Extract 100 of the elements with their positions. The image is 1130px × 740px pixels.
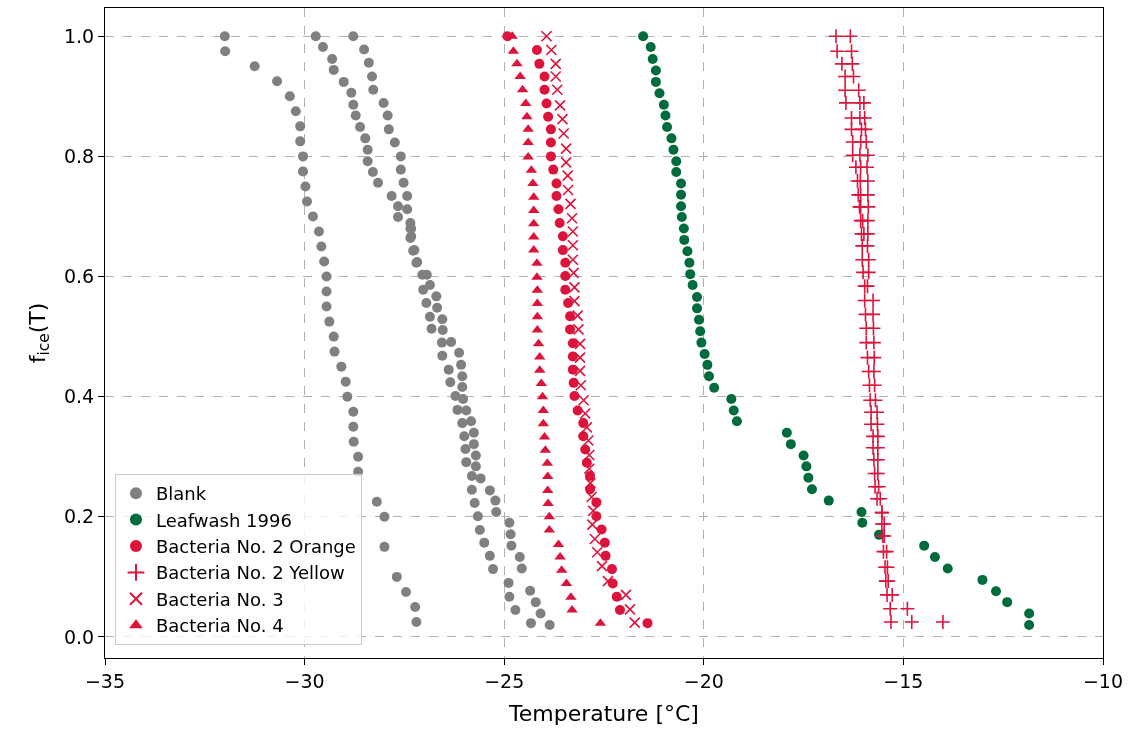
legend-label: Blank [155,483,207,505]
point [554,99,566,112]
point [585,470,596,481]
legend-label: Bacteria No. 3 [155,588,284,610]
point [589,533,601,545]
point [856,507,867,518]
legend-label: Bacteria No. 2 Yellow [155,562,345,584]
point [574,338,586,350]
point [554,218,565,229]
point [671,167,682,177]
point [919,540,930,551]
point [557,127,570,140]
point [563,297,574,308]
point [702,359,713,370]
point [687,279,698,290]
legend-label: Leafwash 1996 [155,509,292,531]
x-tick-label: −10 [1082,669,1124,692]
point [539,84,550,95]
point [857,517,868,528]
point [668,144,679,155]
point [801,461,812,472]
point [662,121,673,132]
y-tick-label: 1.0 [63,24,95,47]
point [781,427,792,438]
point [534,58,545,69]
point [803,472,814,483]
point [696,337,707,348]
point [596,560,608,572]
point [569,391,580,402]
point [541,98,552,109]
point [678,223,689,234]
point [798,450,809,461]
point [676,212,687,223]
point [565,311,576,322]
point [553,204,564,215]
point [685,269,696,280]
point [545,151,556,162]
point [543,111,554,122]
point [586,518,599,531]
point [522,137,534,146]
point [568,281,581,294]
point [671,156,682,167]
point [556,113,569,125]
x-axis-title: Temperature [°C] [508,700,699,726]
point [582,434,595,447]
point [579,407,592,420]
y-tick-label: 0.4 [63,385,95,408]
point [542,498,554,507]
point [726,394,737,405]
point [647,54,658,65]
point [642,618,653,629]
point [567,239,579,252]
point [638,31,649,42]
point [511,58,523,67]
point [568,377,579,388]
point [620,589,632,601]
y-tick-label: 0.6 [63,265,95,288]
point [567,253,579,266]
x-tick-label: −35 [84,669,126,692]
x-tick-label: −20 [683,669,724,692]
point [568,295,581,307]
point [545,124,556,135]
point [660,110,671,121]
point [728,405,739,416]
point [567,338,578,349]
point [521,111,533,120]
point [695,326,706,337]
point [942,563,953,574]
y-tick-label: 0.0 [63,625,95,648]
point [560,257,571,268]
point [692,303,703,314]
point [562,184,574,196]
point [551,191,562,202]
point [1024,608,1035,619]
point [709,382,720,393]
point [599,537,610,548]
point [545,44,558,56]
point [565,324,576,335]
point [699,349,710,360]
point [596,524,607,535]
point [560,284,571,295]
point [551,178,562,189]
point [583,462,596,475]
point [1002,597,1013,608]
point [587,505,600,517]
point [703,371,714,382]
point [676,178,687,189]
point [666,133,677,144]
point [549,58,562,70]
legend-label: Bacteria No. 4 [155,615,284,637]
point [650,65,661,76]
point [560,156,572,169]
point [567,364,578,375]
point [679,234,690,245]
point [567,225,579,238]
point [731,416,742,427]
point [574,351,586,364]
point [572,323,585,336]
point [929,552,940,563]
point [585,491,598,503]
